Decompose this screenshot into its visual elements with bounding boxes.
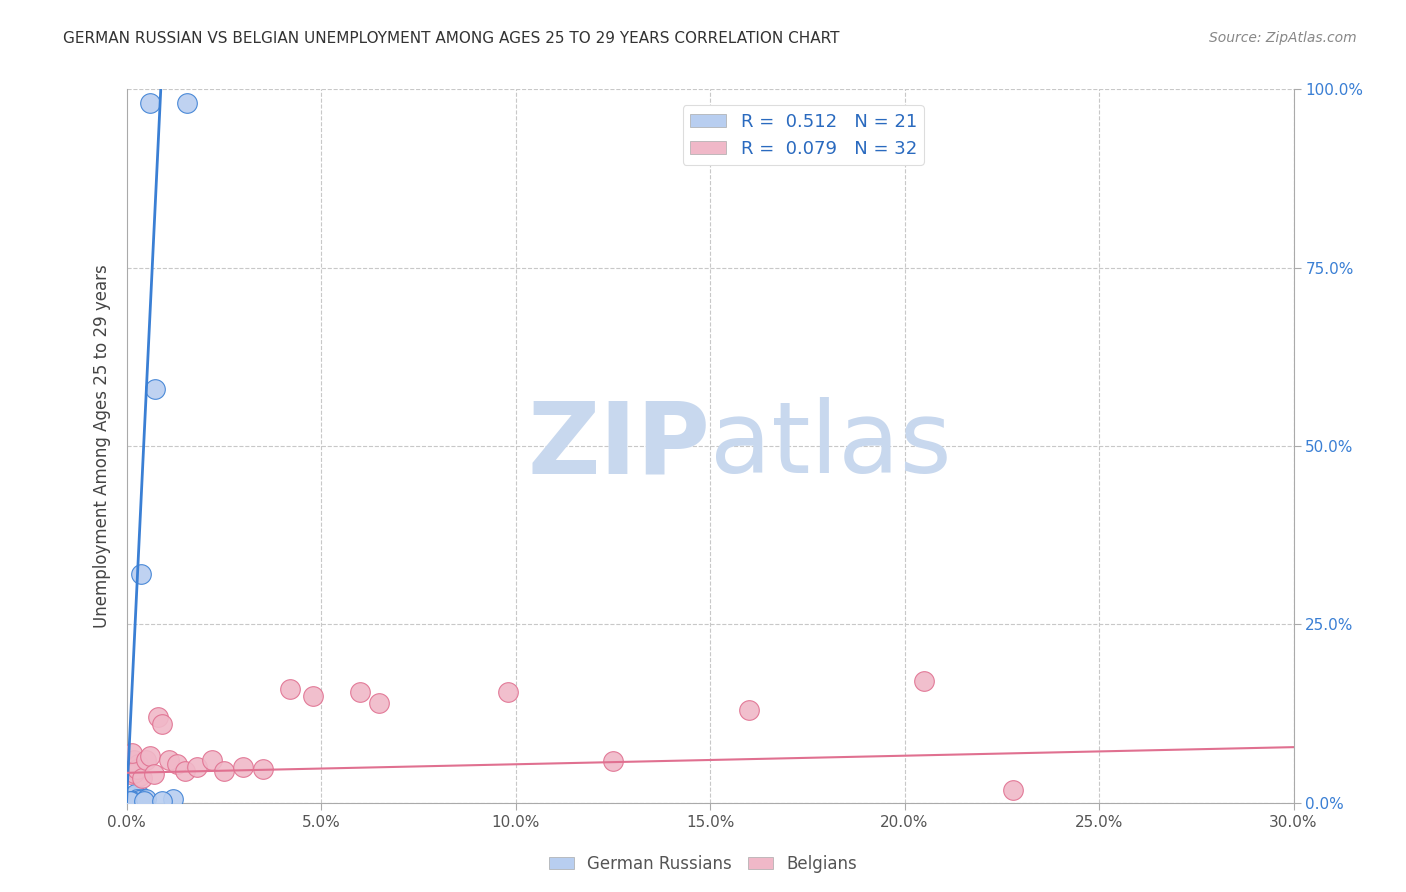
Point xyxy=(125,764,148,778)
Point xyxy=(602,755,624,769)
Text: GERMAN RUSSIAN VS BELGIAN UNEMPLOYMENT AMONG AGES 25 TO 29 YEARS CORRELATION CHA: GERMAN RUSSIAN VS BELGIAN UNEMPLOYMENT A… xyxy=(63,31,839,46)
Point xyxy=(162,792,184,806)
Point xyxy=(129,789,152,804)
Point xyxy=(131,567,153,582)
Point xyxy=(122,753,145,767)
Point xyxy=(132,794,155,808)
Point xyxy=(127,756,149,771)
Point xyxy=(174,764,197,778)
Point xyxy=(120,760,142,774)
Point xyxy=(150,717,173,731)
Point xyxy=(121,793,143,807)
Point xyxy=(302,689,325,703)
Point xyxy=(139,749,162,764)
Point xyxy=(1002,783,1025,797)
Point xyxy=(139,96,162,111)
Point xyxy=(124,765,146,780)
Point xyxy=(129,769,152,783)
Y-axis label: Unemployment Among Ages 25 to 29 years: Unemployment Among Ages 25 to 29 years xyxy=(93,264,111,628)
Point xyxy=(212,764,235,778)
Point xyxy=(201,753,224,767)
Point xyxy=(912,674,935,689)
Point xyxy=(166,756,188,771)
Point xyxy=(252,762,274,776)
Point xyxy=(118,767,141,781)
Point xyxy=(278,681,301,696)
Point xyxy=(124,787,146,801)
Point xyxy=(368,696,391,710)
Point xyxy=(131,791,153,805)
Point xyxy=(232,760,254,774)
Point xyxy=(349,685,371,699)
Point xyxy=(176,96,198,111)
Point xyxy=(150,794,173,808)
Point xyxy=(142,767,165,781)
Point xyxy=(127,762,149,776)
Point xyxy=(143,382,166,396)
Text: Source: ZipAtlas.com: Source: ZipAtlas.com xyxy=(1209,31,1357,45)
Point xyxy=(118,792,141,806)
Point xyxy=(120,794,142,808)
Point xyxy=(135,753,157,767)
Point xyxy=(124,791,146,805)
Point xyxy=(146,710,169,724)
Point xyxy=(186,760,208,774)
Point xyxy=(135,792,157,806)
Text: ZIP: ZIP xyxy=(527,398,710,494)
Point xyxy=(131,771,153,785)
Point xyxy=(738,703,761,717)
Point xyxy=(128,793,150,807)
Point xyxy=(127,790,149,805)
Text: atlas: atlas xyxy=(710,398,952,494)
Legend: R =  0.512   N = 21, R =  0.079   N = 32: R = 0.512 N = 21, R = 0.079 N = 32 xyxy=(683,105,924,165)
Point xyxy=(121,746,143,760)
Point xyxy=(127,792,149,806)
Point xyxy=(121,794,143,808)
Point xyxy=(157,753,180,767)
Point xyxy=(125,790,148,805)
Point xyxy=(122,789,145,803)
Legend: German Russians, Belgians: German Russians, Belgians xyxy=(541,848,865,880)
Point xyxy=(496,685,519,699)
